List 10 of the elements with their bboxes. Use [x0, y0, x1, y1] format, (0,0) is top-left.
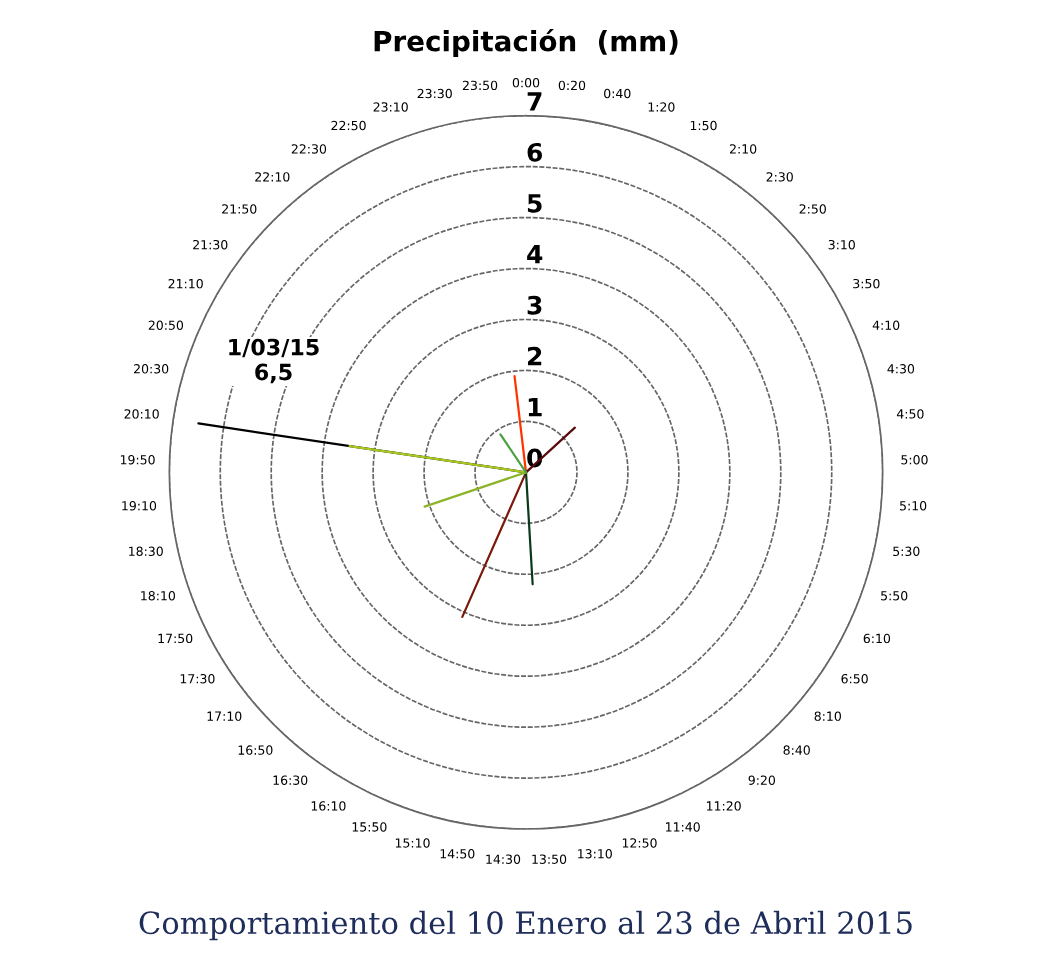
text: Comportamiento del 10 Enero al 23 de Abril 2015 [139, 910, 912, 941]
y-tick-label: 4 [527, 245, 543, 264]
y-tick-label: 6 [527, 142, 543, 162]
y-tick-label: 5 [527, 194, 542, 213]
y-tick-label: 7 [527, 92, 542, 111]
chart-title: Precipitación (mm) [374, 28, 678, 57]
y-tick-label: 1 [528, 397, 542, 417]
y-tick-label: 3 [527, 295, 542, 315]
text: 1/03/15 6,5 [229, 338, 319, 384]
y-tick-label: 2 [527, 346, 542, 366]
